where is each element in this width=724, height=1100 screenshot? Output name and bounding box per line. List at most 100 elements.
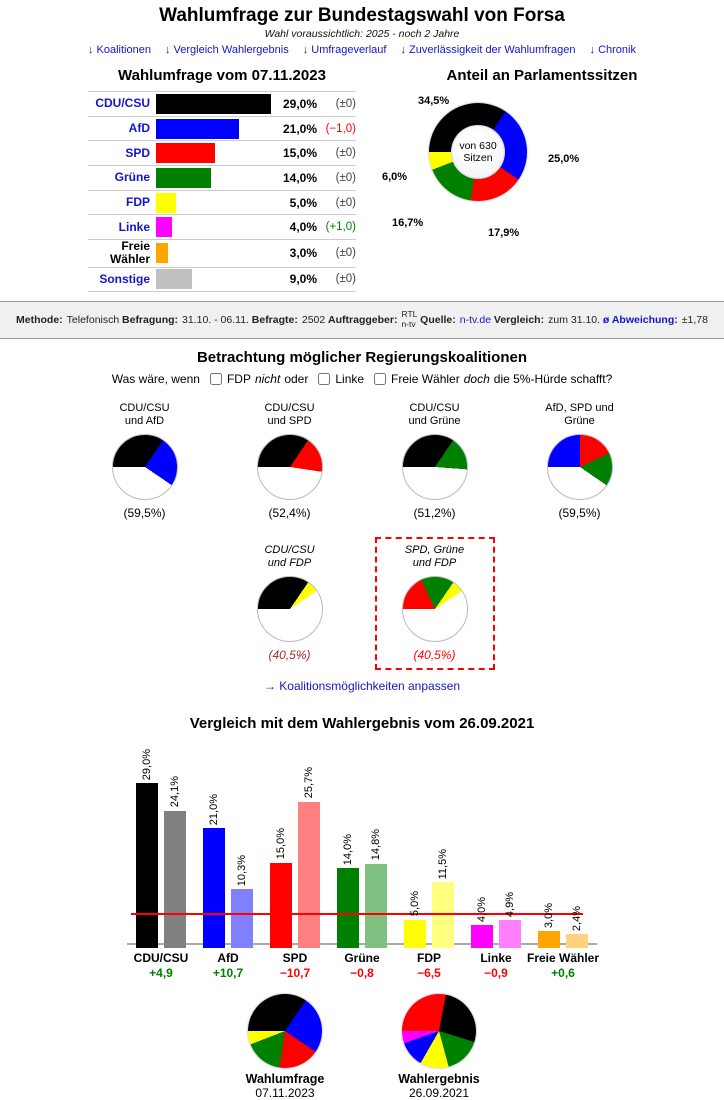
- poll-change: (±0): [335, 196, 356, 209]
- coalition-pies-row1: CDU/CSU und AfD (59,5%) CDU/CSU und SPD (52,4…: [0, 395, 724, 528]
- comparison-diff-label: +4,9: [149, 966, 173, 980]
- freie-waehler-label: Freie Wähler: [391, 372, 460, 386]
- meta-label: Befragung:: [122, 314, 179, 326]
- party-label[interactable]: Sonstige: [99, 271, 150, 286]
- meta-value: zum 31.10.: [548, 314, 601, 326]
- nav-link[interactable]: ↓ Vergleich Wahlergebnis: [164, 44, 289, 56]
- summary-pie-chart: [402, 994, 476, 1068]
- previous-result-bar: [566, 934, 588, 948]
- nav-link[interactable]: ↓ Zuverlässigkeit der Wahlumfragen: [400, 44, 576, 56]
- seats-total-line2: Sitzen: [463, 152, 493, 164]
- previous-result-bar: [432, 882, 454, 948]
- poll-bar: [156, 167, 212, 188]
- five-percent-threshold-line: [131, 913, 583, 915]
- current-poll-bar-value: 21,0%: [208, 794, 220, 826]
- bar-wrap: 11,5%: [432, 849, 454, 948]
- meta-label: Methode:: [16, 314, 63, 326]
- meta-label: Auftraggeber:: [328, 314, 398, 326]
- comparison-party-label: CDU/CSU: [133, 951, 189, 965]
- current-poll-bar-value: 4,0%: [476, 897, 488, 923]
- seat-slice-label: 34,5%: [418, 95, 450, 107]
- previous-result-bar-value: 24,1%: [169, 776, 181, 808]
- coalition-title: AfD, SPD und Grüne: [545, 402, 614, 428]
- poll-bar: [156, 269, 192, 290]
- adjust-link-wrap: → Koalitionsmöglichkeiten anpassen: [0, 679, 724, 693]
- current-poll-bar-value: 5,0%: [409, 891, 421, 917]
- party-label[interactable]: SPD: [125, 145, 150, 160]
- linke-checkbox[interactable]: [318, 373, 331, 385]
- bar-pair: 5,0% 11,5%: [404, 742, 454, 948]
- coalition-pie-chart: [256, 576, 323, 642]
- coalition-pie-block: CDU/CSU und Grüne (51,2%): [389, 402, 481, 520]
- coalition-block: CDU/CSU und Grüne (51,2%): [375, 395, 495, 528]
- party-label[interactable]: Grüne: [114, 170, 150, 185]
- seats-chart: Anteil an Parlamentssitzen von 630 Sitze…: [372, 65, 712, 296]
- coalitions-title: Betrachtung möglicher Regierungskoalitio…: [196, 349, 528, 366]
- bar-wrap: 15,0%: [270, 828, 292, 948]
- comparison-group: 3,0% 2,4% Freie Wähler +0,6: [527, 742, 599, 982]
- poll-change: (±0): [335, 97, 356, 110]
- poll-value: 29,0%: [282, 96, 317, 111]
- bar-pair: 29,0% 24,1%: [136, 742, 186, 948]
- coalition-title: CDU/CSU und SPD: [264, 402, 315, 428]
- party-label[interactable]: AfD: [128, 120, 150, 135]
- coalition-total-label: (52,4%): [268, 506, 311, 520]
- bar-pair: 3,0% 2,4%: [538, 742, 588, 948]
- current-poll-bar-value: 14,0%: [342, 834, 354, 866]
- previous-result-bar: [365, 863, 387, 948]
- coalition-title: SPD, Grüne und FDP: [404, 544, 465, 570]
- bar-wrap: 4,9%: [499, 892, 521, 948]
- current-poll-bar: [404, 919, 426, 948]
- coalition-block: CDU/CSU und AfD (59,5%): [85, 395, 205, 528]
- poll-bar: [156, 118, 239, 139]
- current-poll-bar: [270, 862, 292, 948]
- bar-pair: 21,0% 10,3%: [203, 742, 253, 948]
- nav-link[interactable]: ↓ Chronik: [589, 44, 636, 56]
- comparison-diff-label: −0,8: [350, 966, 374, 980]
- meta-label: Vergleich:: [493, 314, 545, 326]
- top-charts: Wahlumfrage vom 07.11.2023 CDU/CSU 29,0% (…: [0, 65, 724, 296]
- poll-table: CDU/CSU 29,0% (±0) AfD 21,0% (−1,0) SPD 15,0% (±…: [88, 91, 356, 293]
- meta-value[interactable]: n-tv.de: [459, 314, 492, 326]
- oder-word: oder: [284, 372, 309, 386]
- meta-value: 31.10. - 06.11.: [182, 314, 249, 326]
- comparison-diff-label: −6,5: [417, 966, 441, 980]
- party-label[interactable]: Linke: [118, 219, 150, 234]
- summary-pie-block: Wahlumfrage 07.11.2023: [220, 994, 350, 1100]
- comparison-diff-label: −10,7: [279, 966, 311, 980]
- current-poll-bar-value: 29,0%: [141, 748, 153, 780]
- comparison-group: 4,0% 4,9% Linke −0,9: [467, 742, 525, 982]
- current-poll-bar-value: 15,0%: [275, 828, 287, 860]
- bar-wrap: 24,1%: [164, 776, 186, 948]
- party-label[interactable]: CDU/CSU: [95, 96, 150, 111]
- poll-change: (±0): [335, 171, 356, 184]
- party-label: Freie Wähler: [109, 239, 150, 267]
- bar-cell: [156, 192, 275, 213]
- meta-value: ±1,78: [681, 314, 708, 326]
- meta-label[interactable]: ø Abweichung:: [602, 314, 678, 326]
- party-label[interactable]: FDP: [126, 195, 150, 209]
- poll-row: CDU/CSU 29,0% (±0): [88, 92, 356, 117]
- poll-value: 14,0%: [282, 170, 317, 185]
- coalition-pie-block: CDU/CSU und AfD (59,5%): [99, 402, 191, 520]
- adjust-coalitions-link[interactable]: → Koalitionsmöglichkeiten anpassen: [263, 679, 461, 693]
- comparison-groups: 29,0% 24,1% CDU/CSU +4,9 21,0% 10,3% AfD +10,7 1…: [127, 742, 599, 982]
- meta-value: Telefonisch: [66, 314, 120, 326]
- comparison-party-label: AfD: [217, 951, 239, 965]
- previous-result-bar: [164, 810, 186, 948]
- fdp-checkbox[interactable]: [209, 373, 222, 385]
- freie-waehler-checkbox[interactable]: [374, 373, 387, 385]
- bar-wrap: 10,3%: [231, 855, 253, 948]
- poll-row: FDP 5,0% (±0): [88, 191, 356, 216]
- page-subtitle: Wahl voraussichtlich: 2025 - noch 2 Jahr…: [264, 28, 460, 40]
- bar-wrap: 21,0%: [203, 794, 225, 948]
- nav-link[interactable]: ↓ Koalitionen: [87, 44, 151, 56]
- bar-wrap: 14,8%: [365, 829, 387, 948]
- poll-value: 5,0%: [289, 195, 317, 210]
- bar-wrap: 3,0%: [538, 903, 560, 948]
- bar-wrap: 4,0%: [471, 897, 493, 948]
- fdp-label: FDP: [226, 372, 251, 386]
- coalition-pie-block: CDU/CSU und FDP (40,5%): [244, 544, 336, 662]
- meta-item: Vergleich: zum 31.10.: [494, 314, 600, 326]
- nav-link[interactable]: ↓ Umfrageverlauf: [302, 44, 387, 56]
